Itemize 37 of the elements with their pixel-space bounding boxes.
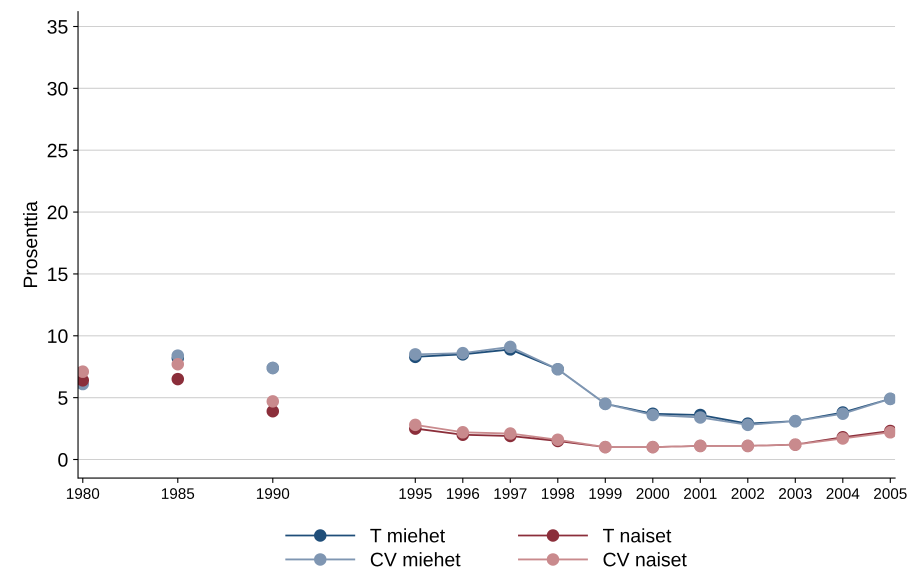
x-tick-label: 2004 (826, 488, 860, 500)
point (78, 365, 90, 378)
legend-label: T naiset (602, 528, 672, 542)
point (409, 348, 422, 361)
point (504, 340, 517, 354)
x-tick-label: 1996 (446, 488, 480, 500)
y-tick-label: 25 (48, 144, 68, 158)
point (694, 411, 707, 424)
x-tick-label: 2003 (779, 488, 812, 500)
point (456, 426, 470, 439)
legend-label: CV naiset (604, 552, 687, 566)
y-tick-label: 20 (48, 206, 68, 220)
x-tick-label: 1990 (256, 488, 290, 500)
x-tick-label: 1995 (399, 488, 432, 500)
point (172, 372, 184, 386)
x-tick-label: 2001 (684, 488, 717, 500)
x-tick-label: 1985 (162, 488, 194, 500)
legend-label: CV miehet (370, 552, 460, 566)
x-tick-label: 1999 (589, 488, 622, 500)
y-tick-label: 30 (47, 82, 68, 96)
x-tick-label: 2002 (732, 488, 764, 500)
x-tick-label: 1997 (494, 488, 527, 500)
x-tick-label: 1998 (542, 488, 574, 500)
y-tick-label: 15 (48, 268, 68, 282)
legend-label: T miehet (370, 528, 445, 542)
y-axis-title: Prosenttia (23, 201, 38, 288)
y-tick-label: 35 (47, 20, 68, 34)
y-tick-label: 5 (58, 391, 68, 405)
y-tick-label: 0 (58, 452, 68, 467)
point (172, 358, 184, 370)
point (409, 418, 422, 432)
x-tick-label: 2005 (874, 488, 907, 500)
point (504, 427, 517, 440)
y-tick-label: 10 (48, 329, 68, 344)
x-tick-label: 2000 (636, 488, 670, 500)
point (266, 395, 280, 408)
x-tick-label: 1980 (66, 488, 100, 500)
